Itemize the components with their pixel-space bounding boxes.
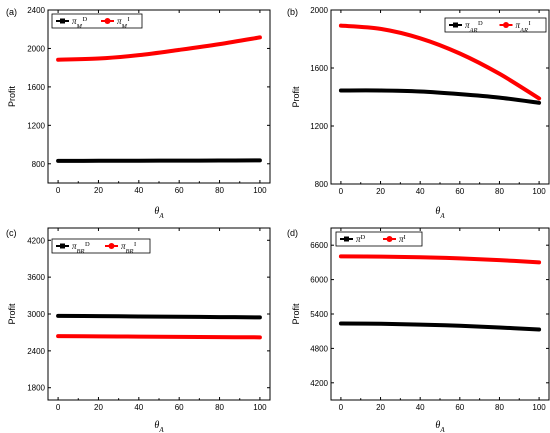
x-tick-label: 40 xyxy=(416,187,425,196)
legend: πD πI xyxy=(335,231,423,247)
series-line-d xyxy=(338,321,542,332)
x-tick-label: 20 xyxy=(376,187,385,196)
series-line-d xyxy=(56,313,262,320)
legend-marker-circle xyxy=(108,243,115,249)
x-tick-label: 80 xyxy=(215,186,224,195)
legend-entry: πI xyxy=(399,234,406,245)
x-tick-label: 80 xyxy=(495,403,504,412)
y-tick-label: 2400 xyxy=(27,6,45,15)
legend: πBRD πBRI xyxy=(51,238,151,255)
x-axis-label: θA xyxy=(435,420,445,433)
panel-label: (d) xyxy=(287,228,298,238)
plot-frame xyxy=(330,227,550,401)
y-tick-label: 1600 xyxy=(27,83,45,92)
x-tick-label: 100 xyxy=(253,186,267,195)
legend-entry: πD xyxy=(356,234,366,245)
chart-panel-d: 0 20 40 60 80 100 4200 4800 5400 6000 6600 Profit θA… xyxy=(287,227,550,433)
x-tick-label: 100 xyxy=(532,187,546,196)
legend-entry: πMD xyxy=(72,16,87,30)
y-tick-label: 800 xyxy=(32,160,46,169)
y-tick-label: 800 xyxy=(315,180,329,189)
y-tick-label: 4800 xyxy=(310,344,328,353)
legend-box xyxy=(335,231,423,247)
x-tick-label: 80 xyxy=(215,403,224,412)
legend: πARD πARI xyxy=(444,17,547,34)
y-tick-label: 6600 xyxy=(310,241,328,250)
y-tick-label: 1200 xyxy=(310,122,328,131)
y-axis-label: Profit xyxy=(291,303,301,325)
panel-label: (a) xyxy=(6,7,17,17)
x-tick-label: 20 xyxy=(376,403,385,412)
legend: πMD πMI xyxy=(51,13,143,30)
x-tick-label: 80 xyxy=(495,187,504,196)
x-tick-label: 20 xyxy=(94,186,103,195)
chart-panel-b: 0 20 40 60 80 100 800 1200 1600 2000 Profit θA (b) πA… xyxy=(287,6,550,220)
series-line-d xyxy=(56,158,262,163)
x-tick-label: 60 xyxy=(175,186,184,195)
y-axis-label: Profit xyxy=(7,303,17,325)
y-tick-label: 1800 xyxy=(27,384,45,393)
legend-box xyxy=(51,238,151,254)
x-tick-label: 40 xyxy=(416,403,425,412)
legend-entry: πBRD xyxy=(72,241,90,255)
y-tick-label: 4200 xyxy=(310,379,328,388)
legend-entry: πMI xyxy=(117,16,130,30)
series-line-i xyxy=(338,254,542,265)
legend-marker-square xyxy=(60,243,65,249)
legend-box xyxy=(51,13,143,29)
x-axis-label: θA xyxy=(435,206,445,220)
series-line-i xyxy=(338,23,542,101)
x-tick-label: 60 xyxy=(455,403,464,412)
x-tick-label: 40 xyxy=(134,403,143,412)
y-tick-label: 2000 xyxy=(27,44,45,53)
x-tick-label: 0 xyxy=(56,186,61,195)
y-tick-label: 3600 xyxy=(27,273,45,282)
x-tick-label: 40 xyxy=(134,186,143,195)
y-tick-label: 4200 xyxy=(27,236,45,245)
x-tick-label: 100 xyxy=(253,403,267,412)
legend-marker-square xyxy=(453,22,458,28)
y-tick-label: 5400 xyxy=(310,310,328,319)
plot-frame xyxy=(47,9,271,184)
x-axis-label: θA xyxy=(154,206,164,220)
legend-marker-circle xyxy=(386,236,393,242)
plot-frame xyxy=(330,9,550,185)
legend-marker-square xyxy=(60,18,65,24)
y-axis-label: Profit xyxy=(7,86,17,108)
x-tick-label: 20 xyxy=(94,403,103,412)
y-tick-label: 1200 xyxy=(27,121,45,130)
legend-entry: πARD xyxy=(465,20,483,34)
y-axis-label: Profit xyxy=(291,86,301,108)
x-axis-label: θA xyxy=(154,420,164,433)
y-tick-label: 2400 xyxy=(27,347,45,356)
x-tick-label: 0 xyxy=(339,403,344,412)
legend-entry: πARI xyxy=(516,20,531,34)
legend-entry: πBRI xyxy=(121,241,136,255)
x-tick-label: 60 xyxy=(455,187,464,196)
series-line-i xyxy=(56,35,262,62)
y-tick-label: 6000 xyxy=(310,276,328,285)
chart-panel-a: 0 20 40 60 80 100 800 1200 1600 2000 2400 Profit θA (… xyxy=(6,6,271,220)
series-line-d xyxy=(338,88,542,105)
legend-marker-circle xyxy=(104,18,111,24)
series-line-i xyxy=(56,334,262,340)
x-tick-label: 0 xyxy=(56,403,61,412)
x-tick-label: 100 xyxy=(532,403,546,412)
legend-marker-square xyxy=(344,236,349,242)
x-tick-label: 0 xyxy=(339,187,344,196)
legend-marker-circle xyxy=(503,22,509,28)
panel-label: (c) xyxy=(6,228,17,238)
panel-label: (b) xyxy=(287,7,298,17)
x-tick-label: 60 xyxy=(175,403,184,412)
y-tick-label: 1600 xyxy=(310,64,328,73)
y-tick-label: 3000 xyxy=(27,310,45,319)
chart-panel-c: 0 20 40 60 80 100 1800 2400 3000 3600 4200 Profit θA… xyxy=(6,227,271,433)
legend-box xyxy=(444,17,547,33)
y-tick-label: 2000 xyxy=(310,6,328,15)
